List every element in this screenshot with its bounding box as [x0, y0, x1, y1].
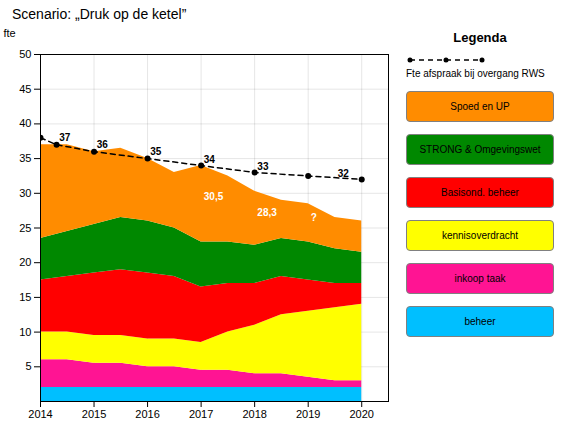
- svg-text:20: 20: [19, 256, 31, 268]
- svg-text:25: 25: [19, 222, 31, 234]
- svg-text:2015: 2015: [82, 408, 106, 420]
- svg-text:10: 10: [19, 326, 31, 338]
- svg-text:35: 35: [150, 146, 162, 157]
- svg-text:2017: 2017: [189, 408, 213, 420]
- svg-text:2014: 2014: [28, 408, 52, 420]
- svg-text:50: 50: [19, 48, 31, 60]
- svg-text:2019: 2019: [296, 408, 320, 420]
- svg-text:fte: fte: [4, 27, 16, 39]
- html-text:Fte afspraak bij overgang RWS: Fte afspraak bij overgang RWS: [406, 68, 545, 79]
- svg-text:2020: 2020: [349, 408, 373, 420]
- html-text:Legenda: Legenda: [453, 30, 507, 45]
- html-text:Scenario: „Druk op de ketel”: Scenario: „Druk op de ketel”: [12, 6, 187, 22]
- html-text:Basisond. beheer: Basisond. beheer: [441, 187, 519, 198]
- html-text:Spoed en UP: Spoed en UP: [450, 101, 510, 112]
- svg-text:32: 32: [338, 168, 350, 179]
- svg-text:15: 15: [19, 291, 31, 303]
- svg-text:5: 5: [25, 360, 31, 372]
- svg-text:30: 30: [19, 187, 31, 199]
- svg-text:?: ?: [311, 212, 317, 223]
- svg-text:37: 37: [59, 132, 71, 143]
- svg-text:28,3: 28,3: [257, 207, 277, 218]
- html-text:inkoop taak: inkoop taak: [454, 273, 506, 284]
- svg-text:36: 36: [97, 139, 109, 150]
- svg-text:2016: 2016: [135, 408, 159, 420]
- svg-text:30,5: 30,5: [204, 191, 224, 202]
- svg-text:2018: 2018: [242, 408, 266, 420]
- svg-text:33: 33: [257, 161, 269, 172]
- svg-text:45: 45: [19, 83, 31, 95]
- svg-text:34: 34: [204, 154, 216, 165]
- html-text:kennisoverdracht: kennisoverdracht: [441, 230, 519, 241]
- svg-text:35: 35: [19, 152, 31, 164]
- html-text:STRONG & Omgevingswet: STRONG & Omgevingswet: [419, 144, 541, 155]
- svg-text:40: 40: [19, 117, 31, 129]
- html-text:beheer: beheer: [464, 316, 496, 327]
